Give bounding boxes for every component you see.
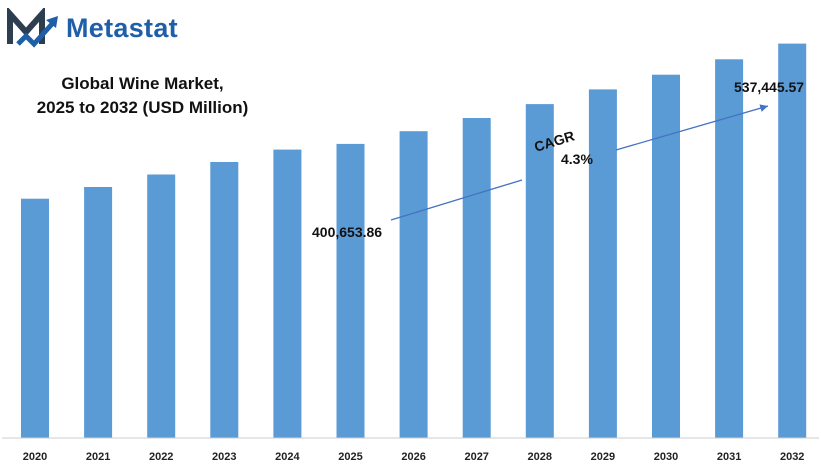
chart-title-line-1: Global Wine Market,: [61, 74, 224, 93]
x-tick-label-2020: 2020: [23, 451, 47, 463]
x-tick-label-2024: 2024: [275, 451, 300, 463]
x-tick-label-2026: 2026: [401, 451, 425, 463]
bars-layer: [21, 43, 807, 439]
cagr-arrow-segment-1: [390, 179, 523, 221]
bar-2025: [336, 143, 365, 438]
bar-2031: [715, 59, 744, 439]
metastat-logo: Metastat: [6, 8, 216, 52]
bar-2026: [399, 131, 428, 438]
cagr-arrow-segment-2: [615, 104, 769, 151]
x-tick-label-2027: 2027: [464, 451, 488, 463]
brand-name: Metastat: [66, 13, 178, 43]
x-tick-label-2032: 2032: [780, 451, 804, 463]
bar-2022: [147, 174, 176, 438]
data-label-2032: 537,445.57: [734, 79, 804, 95]
data-label-2025: 400,653.86: [312, 224, 382, 240]
x-tick-label-2031: 2031: [717, 451, 741, 463]
x-tick-label-2021: 2021: [86, 451, 110, 463]
bar-2020: [21, 198, 49, 438]
bar-2032: [778, 43, 807, 438]
x-tick-label-2022: 2022: [149, 451, 173, 463]
chart-title: Global Wine Market, 2025 to 2032 (USD Mi…: [10, 72, 275, 120]
bar-2027: [462, 118, 491, 438]
x-tick-label-2028: 2028: [528, 451, 552, 463]
metastat-m-logo-icon: [7, 8, 58, 48]
x-axis-ticks: 2020 2021 2022 2023 2024 2025 2026 2027 2028 2029…: [23, 451, 805, 463]
bar-2028: [525, 104, 554, 438]
x-tick-label-2025: 2025: [338, 451, 362, 463]
x-tick-label-2023: 2023: [212, 451, 236, 463]
bar-2030: [652, 74, 680, 438]
bar-2023: [210, 162, 239, 438]
x-tick-label-2030: 2030: [654, 451, 678, 463]
bar-2024: [273, 149, 302, 438]
bar-2029: [588, 89, 617, 439]
cagr-value: 4.3%: [561, 151, 593, 167]
chart-title-line-2: 2025 to 2032 (USD Million): [36, 98, 249, 117]
bar-2021: [84, 187, 113, 438]
x-tick-label-2029: 2029: [591, 451, 615, 463]
